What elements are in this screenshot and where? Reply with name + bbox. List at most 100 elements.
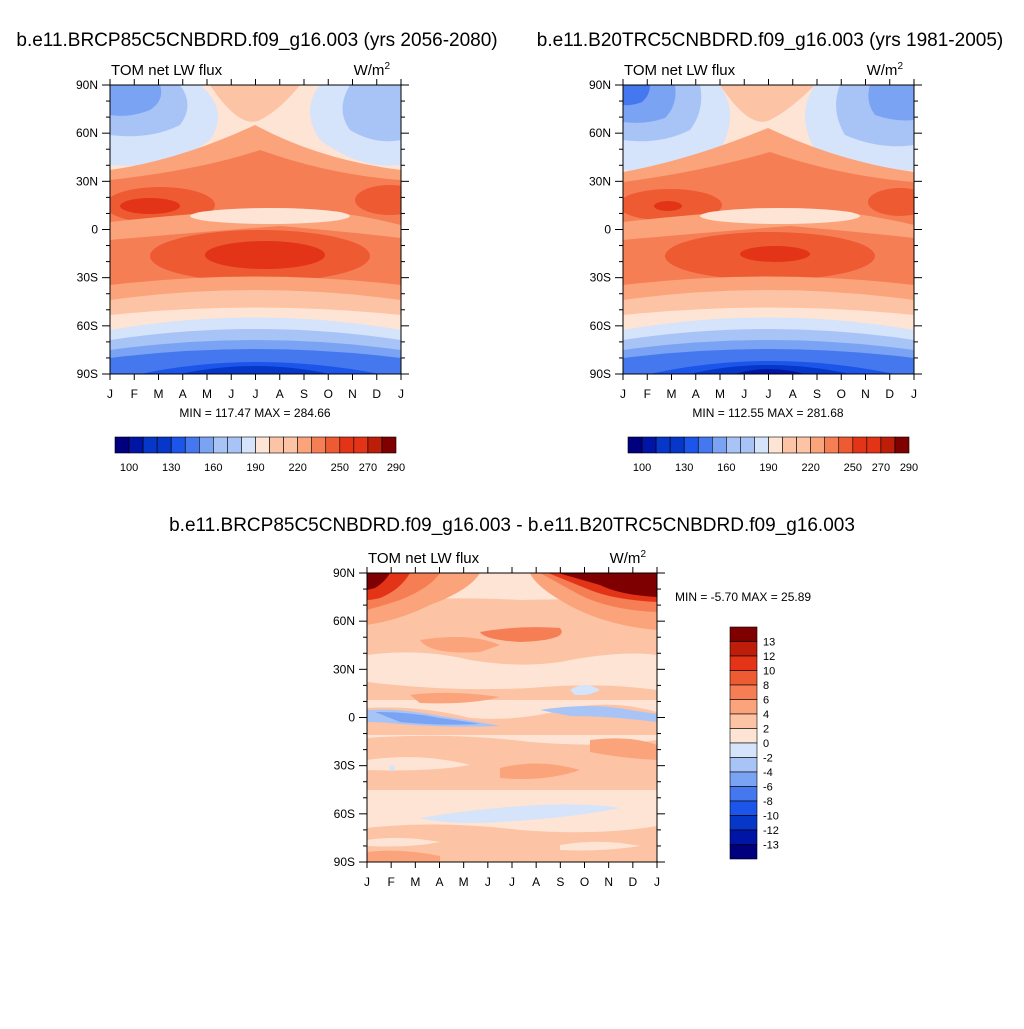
panel-a-colorbar-swatch <box>311 436 327 454</box>
panel-diff-left-label: TOM net LW flux <box>368 550 480 567</box>
panel-diff-contour-fill <box>367 735 657 790</box>
panel-a-colorbar-swatch <box>142 436 158 454</box>
panel-b-title: b.e11.B20TRC5CNBDRD.f09_g16.003 (yrs 198… <box>537 30 1003 51</box>
panel-b-plot-area <box>623 85 914 374</box>
panel-b: b.e11.B20TRC5CNBDRD.f09_g16.003 (yrs 198… <box>537 30 1003 474</box>
panel-a-contour-fill <box>205 241 325 269</box>
panel-diff-colorbar-swatch <box>729 771 758 787</box>
panel-diff-x-tick-label: J <box>364 875 370 889</box>
panel-a-colorbar-swatch <box>184 436 200 454</box>
panel-a-y-tick-label: 30S <box>77 271 98 285</box>
panel-diff-contour-fill <box>367 824 657 862</box>
panel-b-y-tick-label: 90S <box>590 367 611 381</box>
panel-b-colorbar-swatch <box>866 436 882 454</box>
panel-diff: b.e11.BRCP85C5CNBDRD.f09_g16.003 - b.e11… <box>169 515 855 889</box>
panel-b-colorbar-swatch <box>627 436 643 454</box>
panel-a-title: b.e11.BRCP85C5CNBDRD.f09_g16.003 (yrs 20… <box>16 30 497 51</box>
panel-diff-colorbar-swatch <box>729 815 758 831</box>
panel-diff-contour-fill <box>570 685 600 696</box>
panel-b-x-tick-label: A <box>789 387 797 401</box>
panel-b-y-tick-label: 0 <box>604 223 611 237</box>
panel-diff-x-tick-label: N <box>604 875 613 889</box>
panel-a-y-tick-label: 30N <box>76 174 98 188</box>
panel-diff-contour-fill <box>367 837 440 847</box>
panel-a-colorbar-swatch <box>353 436 369 454</box>
panel-diff-contour-fill <box>420 804 620 823</box>
panel-b-y-tick-label: 60S <box>590 319 611 333</box>
panel-diff-x-tick-label: A <box>435 875 443 889</box>
panel-diff-units: W/m2 <box>610 549 647 567</box>
panel-diff-contour-fill <box>389 765 395 771</box>
panel-diff-x-tick-label: O <box>580 875 589 889</box>
panel-a-axes: J F M A M J J A S O N D J 90N 60N 30N 0 30S 60S 90S <box>76 78 409 401</box>
panel-b-colorbar-swatch <box>810 436 826 454</box>
panel-diff-units-base: W/m <box>610 550 641 567</box>
panel-diff-x-tick-label: J <box>509 875 515 889</box>
panel-diff-colorbar-swatch <box>729 684 758 700</box>
panel-a-colorbar-label: 290 <box>387 462 405 474</box>
panel-diff-colorbar-label: -4 <box>763 767 773 779</box>
panel-diff-colorbar-label: -13 <box>763 840 779 852</box>
panel-b-y-tick-label: 90N <box>589 78 611 92</box>
panel-a-colorbar-swatch <box>297 436 312 454</box>
panel-b-x-tick-label: F <box>644 387 651 401</box>
panel-a-colorbar-swatch <box>269 436 284 454</box>
panel-b-units: W/m2 <box>867 61 904 79</box>
panel-b-colorbar: 100 130 160 190 220 250 270 290 <box>627 436 918 474</box>
panel-a-y-tick-label: 60N <box>76 126 98 140</box>
panel-b-colorbar-label: 130 <box>675 462 693 474</box>
panel-diff-colorbar-swatch <box>729 641 758 657</box>
panel-b-colorbar-swatch <box>711 436 727 454</box>
panel-a: b.e11.BRCP85C5CNBDRD.f09_g16.003 (yrs 20… <box>16 30 497 474</box>
panel-b-colorbar-swatch <box>768 436 783 454</box>
panel-b-colorbar-swatch <box>740 436 755 454</box>
panel-a-contour-fill <box>210 85 300 122</box>
panel-diff-colorbar-label: -8 <box>763 796 773 808</box>
panel-b-colorbar-swatch <box>838 436 854 454</box>
panel-a-colorbar-swatch <box>199 436 214 454</box>
panel-diff-contour-fill <box>480 627 562 642</box>
panel-diff-colorbar-label: 0 <box>763 738 769 750</box>
panel-diff-colorbar-swatch <box>729 670 758 686</box>
panel-a-colorbar-swatch <box>381 436 397 454</box>
panel-b-contour-fill <box>735 369 805 374</box>
panel-a-x-tick-label: F <box>131 387 138 401</box>
panel-b-colorbar-label: 270 <box>872 462 890 474</box>
panel-a-contour-fill <box>342 85 401 142</box>
panel-a-contour-fill <box>120 198 180 214</box>
panel-b-x-tick-label: M <box>715 387 725 401</box>
panel-b-colorbar-swatch <box>655 436 671 454</box>
panel-diff-y-tick-label: 90S <box>334 855 355 869</box>
panel-diff-colorbar-label: -2 <box>763 753 773 765</box>
panel-a-plot-area <box>110 85 401 374</box>
panel-a-y-tick-label: 60S <box>77 319 98 333</box>
panel-a-colorbar-swatch <box>227 436 242 454</box>
panel-b-left-label: TOM net LW flux <box>624 62 736 79</box>
panel-b-units-base: W/m <box>867 62 898 79</box>
panel-diff-y-tick-label: 0 <box>348 711 355 725</box>
panel-a-colorbar-label: 270 <box>359 462 377 474</box>
panel-a-left-label: TOM net LW flux <box>111 62 223 79</box>
panel-a-colorbar-swatch <box>339 436 355 454</box>
panel-b-colorbar-swatch <box>726 436 741 454</box>
panel-a-x-tick-label: N <box>348 387 357 401</box>
panel-a-colorbar-swatch <box>367 436 383 454</box>
panel-diff-colorbar-swatch <box>729 844 758 860</box>
panel-a-x-tick-label: A <box>179 387 187 401</box>
panel-diff-colorbar-label: 13 <box>763 637 775 649</box>
panel-diff-contour-fill <box>410 692 500 704</box>
panel-diff-colorbar-label: 2 <box>763 724 769 736</box>
panel-a-colorbar-swatch <box>156 436 172 454</box>
panel-diff-plot-area <box>367 573 657 862</box>
panel-b-contour-fill <box>654 201 682 211</box>
panel-b-x-tick-label: J <box>741 387 747 401</box>
panel-diff-colorbar-label: -10 <box>763 811 779 823</box>
panel-diff-y-tick-label: 30N <box>333 662 355 676</box>
panel-a-colorbar-swatch <box>170 436 186 454</box>
panel-a-x-tick-label: M <box>154 387 164 401</box>
panel-diff-contour-fill <box>367 652 657 690</box>
panel-a-colorbar: 100 130 160 190 220 250 270 290 <box>114 436 405 474</box>
panel-diff-axes: J F M A M J J A S O N D J 90N 60N 30N 0 30S 60S 90S <box>333 566 665 889</box>
